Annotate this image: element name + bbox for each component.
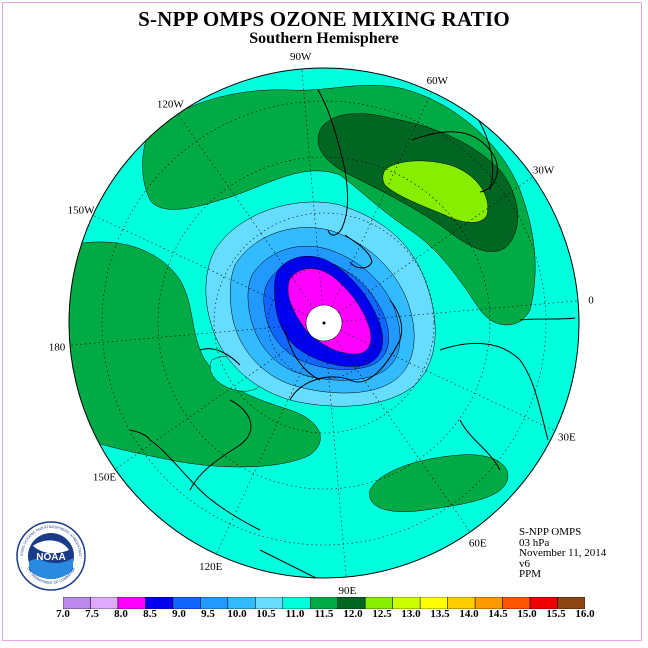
longitude-label: 90W [290,51,312,63]
meridian-line [323,322,556,432]
meridian-line [69,322,325,346]
meridian-line [301,68,325,324]
info-version: v6 [519,557,530,570]
meridian-line [92,214,325,324]
colorbar-tick-label: 12.5 [372,608,392,620]
meridian-line [323,300,579,324]
colorbar [63,597,585,609]
meridian-line [177,113,325,324]
colorbar-tick-label: 9.5 [201,608,215,620]
figure-subtitle: Southern Hemisphere [249,30,399,47]
colorbar-tick-label: 8.5 [143,608,157,620]
latitude-grid [101,100,547,546]
longitude-labels: 90W 60W 30W 0 30E 60E 90E 120E 150E 180 150W 120W [49,51,594,597]
colorbar-tick-label: 8.0 [114,608,128,620]
longitude-label: 150W [68,205,96,217]
meridian-line [215,322,325,555]
colorbar-tick-label: 14.0 [459,608,479,620]
longitude-label: 60W [427,75,449,87]
info-units: PPM [519,568,542,580]
ozone-blob-east [369,454,509,513]
south-pole-marker [322,321,326,325]
info-level: 03 hPa [519,536,550,549]
ozone-band-west [69,241,321,468]
meridian-line [323,322,347,578]
colorbar-ticks: 7.0 7.5 8.0 8.5 9.0 9.5 10.0 10.5 11.0 11.5 12.0 12… [0,608,648,622]
colorbar-tick-label: 13.5 [430,608,450,620]
figure-frame [2,2,642,641]
colorbar-tick-label: 11.5 [314,608,334,620]
longitude-label: 0 [588,295,594,307]
info-date: November 11, 2014 [519,547,607,559]
colorbar-tick-label: 12.0 [343,608,363,620]
longitude-grid [69,68,579,578]
colorbar-tick-label: 7.5 [85,608,99,620]
colorbar-tick-label: 7.0 [56,608,70,620]
colorbar-tick-label: 13.0 [401,608,421,620]
colorbar-tick-label: 10.0 [227,608,247,620]
longitude-label: 120W [157,98,185,110]
meridian-line [323,322,471,533]
info-instrument: S-NPP OMPS [519,526,582,538]
longitude-label: 90E [338,585,356,597]
colorbar-tick-label: 9.0 [172,608,186,620]
noaa-logo-text: NOAA [36,552,65,563]
colorbar-tick-label: 15.0 [517,608,537,620]
colorbar-tick-label: 14.5 [488,608,508,620]
noaa-logo: NOAA NATIONAL OCEANIC AND ATMOSPHERIC AD… [15,520,86,591]
longitude-label: 180 [49,341,66,353]
ozone-max [382,160,489,223]
colorbar-tick-label: 16.0 [575,608,595,620]
coastlines [129,89,576,578]
longitude-label: 60E [469,538,487,550]
longitude-label: 120E [199,561,223,573]
meridian-line [323,91,433,324]
meridian-line [114,322,325,470]
map-outline [68,67,580,579]
info-block: S-NPP OMPS 03 hPa November 11, 2014 v6 P… [519,527,606,580]
colorbar-tick-label: 11.0 [285,608,305,620]
figure-title: S-NPP OMPS OZONE MIXING RATIO [138,7,510,31]
colorbar-tick-label: 15.5 [546,608,566,620]
longitude-label: 150E [93,472,117,484]
longitude-label: 30E [558,431,576,443]
colorbar-tick-label: 10.5 [256,608,276,620]
meridian-line [323,176,534,324]
longitude-label: 30W [533,164,555,176]
